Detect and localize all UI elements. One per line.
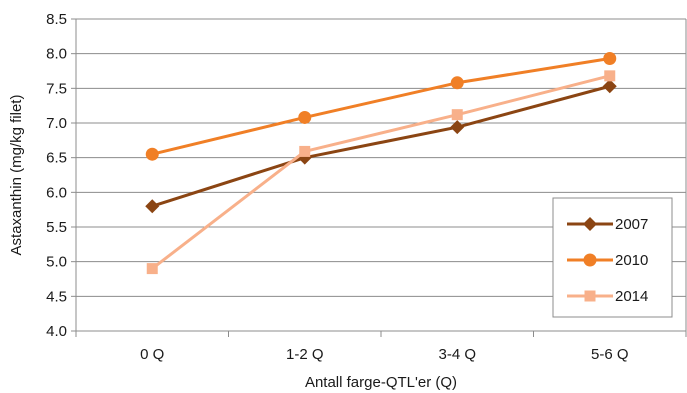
- x-tick-label: 1-2 Q: [286, 346, 324, 363]
- y-tick-label: 7.0: [46, 115, 67, 132]
- legend-label: 2014: [615, 288, 648, 305]
- data-point: [299, 145, 311, 157]
- y-tick-label: 4.0: [46, 323, 67, 340]
- data-point: [145, 199, 160, 214]
- y-axis-title: Astaxanthin (mg/kg filet): [8, 95, 25, 256]
- data-point: [602, 79, 617, 94]
- series-group: [145, 52, 617, 275]
- x-tick-label: 5-6 Q: [591, 346, 629, 363]
- x-axis-title: Antall farge-QTL'er (Q): [305, 374, 457, 391]
- legend-marker: [583, 253, 597, 267]
- series-2014: [146, 70, 616, 275]
- y-tick-label: 8.0: [46, 46, 67, 63]
- data-point: [298, 110, 312, 124]
- data-point: [450, 76, 464, 90]
- series-line: [151, 74, 611, 270]
- y-tick-label: 6.5: [46, 150, 67, 167]
- data-point: [604, 70, 616, 82]
- legend-marker: [584, 290, 596, 302]
- data-point: [603, 52, 617, 66]
- data-point: [146, 263, 158, 275]
- x-tick-label: 0 Q: [140, 346, 164, 363]
- legend-item: 2010: [567, 252, 648, 269]
- legend-marker: [583, 217, 597, 231]
- gridlines: [76, 18, 686, 332]
- y-tick-label: 5.0: [46, 254, 67, 271]
- series-2010: [145, 52, 617, 161]
- y-tick-label: 5.5: [46, 219, 67, 236]
- legend: 2007 2010 2014: [552, 197, 673, 318]
- legend-item: 2007: [567, 216, 648, 233]
- y-tick-label: 7.5: [46, 80, 67, 97]
- series-line: [151, 84, 611, 208]
- legend-item: 2014: [567, 288, 648, 305]
- legend-label: 2007: [615, 216, 648, 233]
- series-line: [151, 57, 610, 156]
- y-tick-label: 4.5: [46, 288, 67, 305]
- y-tick-label: 6.0: [46, 184, 67, 201]
- data-point: [451, 109, 463, 121]
- data-point: [145, 147, 159, 161]
- legend-label: 2010: [615, 252, 648, 269]
- data-point: [450, 120, 465, 135]
- x-tick-label: 3-4 Q: [438, 346, 476, 363]
- axes: 4.0 4.5 5.0 5.5 6.0 6.5 7.0 7.5 8.0 8.5 0 Q 1-2 Q 3-…: [46, 11, 687, 363]
- y-tick-label: 8.5: [46, 11, 67, 28]
- legend-box: [552, 197, 673, 318]
